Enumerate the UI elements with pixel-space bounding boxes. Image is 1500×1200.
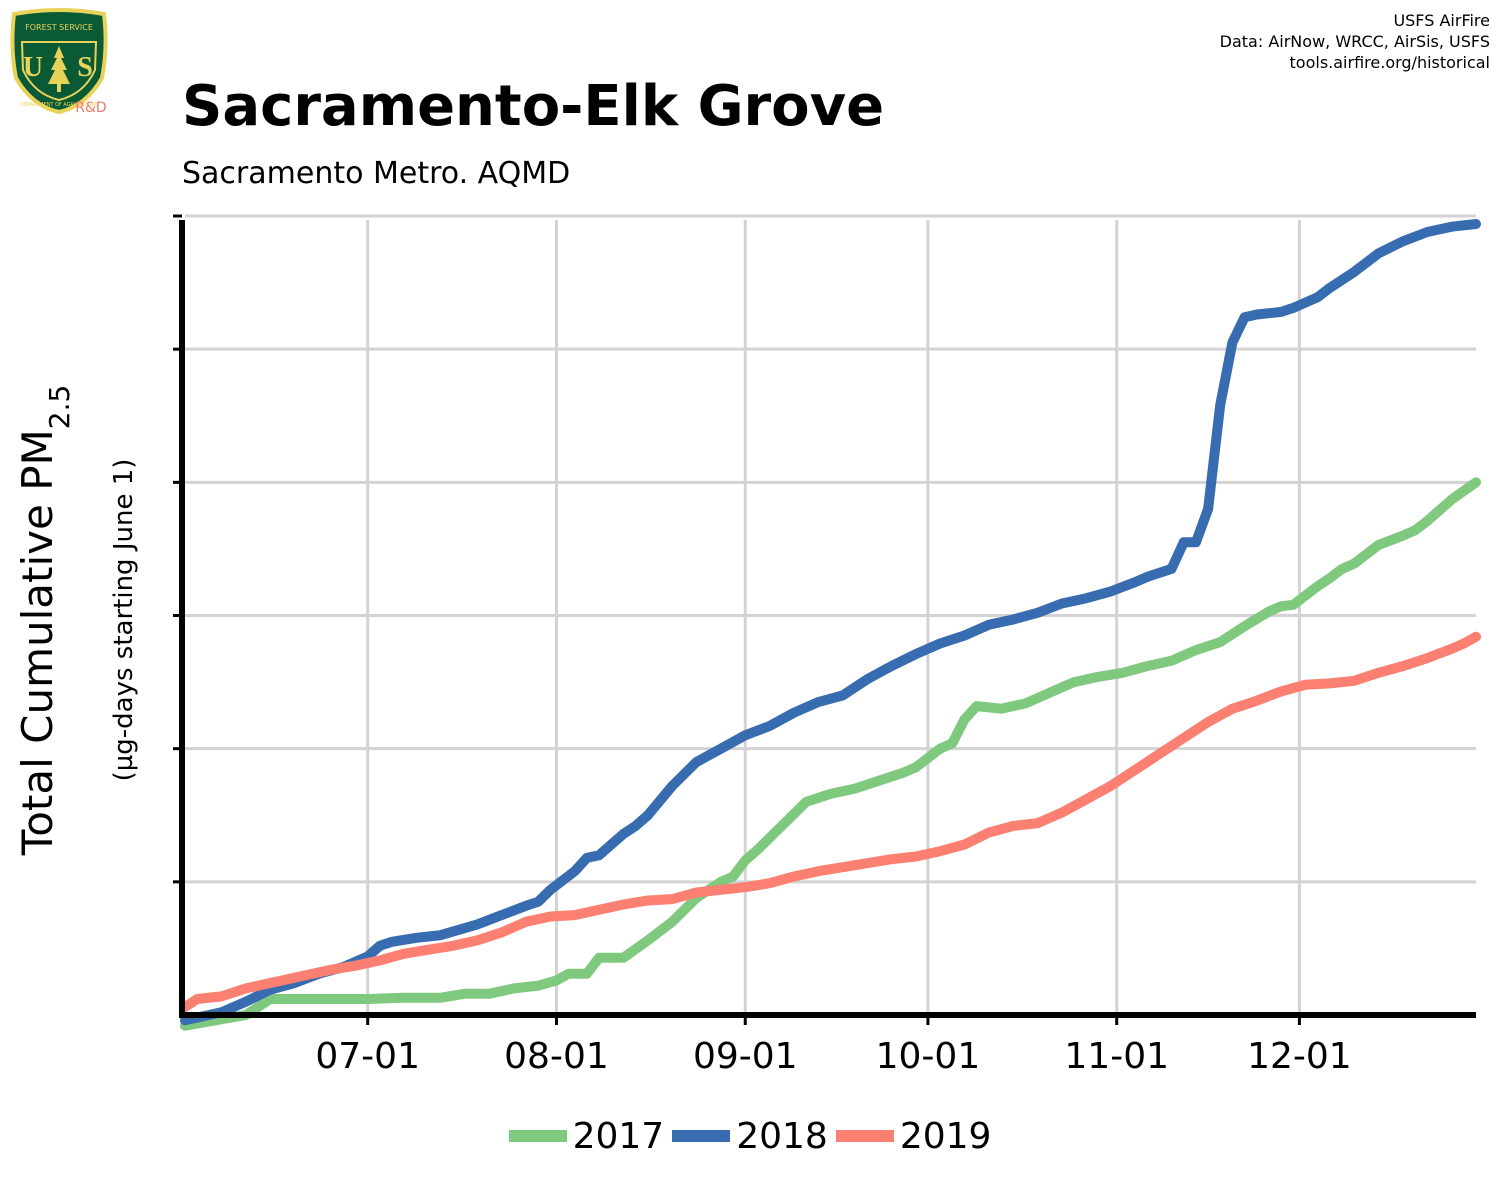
legend: 2017 2018 2019 bbox=[0, 1112, 1500, 1160]
legend-item-2017: 2017 bbox=[505, 1116, 669, 1157]
credit-line: tools.airfire.org/historical bbox=[1289, 53, 1490, 72]
x-tick-label: 08-01 bbox=[504, 1036, 609, 1077]
x-tick-label: 10-01 bbox=[876, 1036, 981, 1077]
legend-label: 2017 bbox=[572, 1115, 665, 1157]
legend-label: 2018 bbox=[736, 1115, 828, 1157]
credits: USFS AirFire Data: AirNow, WRCC, AirSis,… bbox=[1220, 10, 1490, 73]
logo-top-text: FOREST SERVICE bbox=[25, 23, 93, 32]
credit-line: USFS AirFire bbox=[1393, 11, 1490, 30]
svg-text:S: S bbox=[77, 52, 93, 83]
legend-item-2018: 2018 bbox=[668, 1116, 832, 1157]
y-axis-label: Total Cumulative PM2.5 bbox=[13, 385, 76, 857]
credit-line: Data: AirNow, WRCC, AirSis, USFS bbox=[1219, 32, 1490, 51]
legend-swatch bbox=[508, 1130, 567, 1142]
grid bbox=[185, 214, 1476, 1015]
x-tick-label: 09-01 bbox=[693, 1036, 798, 1077]
logo-letters: U bbox=[23, 52, 43, 83]
y-axis-note: (µg-days starting June 1) bbox=[109, 459, 139, 782]
chart-title: Sacramento-Elk Grove bbox=[182, 74, 885, 139]
legend-label: 2019 bbox=[899, 1115, 992, 1157]
series-line-2017 bbox=[180, 477, 1481, 1031]
chart-subtitle: Sacramento Metro. AQMD bbox=[182, 156, 571, 191]
usfs-logo: U S FOREST SERVICE DEPARTMENT OF AGRICUL… bbox=[6, 8, 112, 118]
pine-tree-icon bbox=[48, 46, 70, 92]
x-tick-labels: 07-01 08-01 09-01 10-01 11-01 12-01 bbox=[315, 1036, 1351, 1077]
legend-swatch bbox=[672, 1130, 731, 1142]
legend-swatch bbox=[835, 1130, 894, 1142]
series-line-2018 bbox=[180, 219, 1481, 1026]
series-line-2019 bbox=[180, 631, 1481, 1012]
rd-label: R&D bbox=[75, 100, 106, 116]
x-tick-label: 11-01 bbox=[1064, 1036, 1169, 1077]
x-tick-label: 12-01 bbox=[1247, 1036, 1352, 1077]
axes bbox=[173, 214, 1476, 1025]
series-lines bbox=[180, 219, 1481, 1031]
legend-item-2019: 2019 bbox=[832, 1116, 996, 1157]
x-tick-label: 07-01 bbox=[315, 1036, 420, 1077]
logo-bottom-text: DEPARTMENT OF AGRICULTURE bbox=[20, 102, 98, 108]
